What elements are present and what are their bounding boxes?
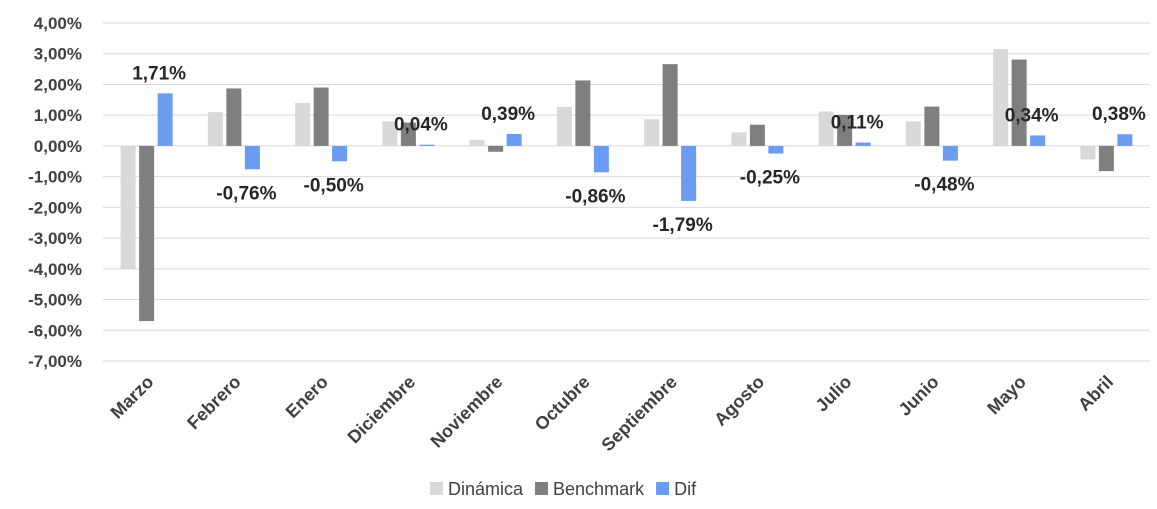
gridlines [103, 22, 1150, 362]
x-tick-label: Marzo [107, 372, 158, 423]
bar-din-mica [120, 145, 136, 269]
y-tick-label: 0,00% [34, 137, 82, 156]
bar-benchmark [837, 114, 853, 146]
x-tick-label: Mayo [983, 372, 1030, 419]
bar-din-mica [207, 112, 223, 146]
bar-din-mica [644, 119, 660, 146]
x-tick-label: Junio [895, 372, 943, 420]
x-tick-label: Septiembre [597, 372, 680, 455]
bar-benchmark [313, 87, 329, 146]
y-tick-label: -3,00% [28, 229, 82, 248]
bar-benchmark [1011, 59, 1027, 146]
bar-dif [1117, 134, 1133, 146]
bars [120, 49, 1133, 322]
bar-benchmark [662, 64, 678, 146]
x-tick-label: Julio [812, 372, 856, 416]
bar-dif [244, 145, 260, 170]
bar-din-mica [382, 121, 398, 146]
x-tick-label: Enero [282, 372, 332, 422]
bar-dif [157, 93, 173, 146]
bar-benchmark [1098, 145, 1114, 172]
bar-din-mica [295, 102, 311, 146]
x-tick-label: Octubre [531, 372, 594, 435]
data-label: -0,86% [565, 186, 625, 207]
y-tick-label: -5,00% [28, 291, 82, 310]
bar-benchmark [575, 80, 591, 146]
data-label: -0,25% [740, 168, 800, 189]
bar-benchmark [924, 106, 940, 146]
data-label: 0,04% [394, 115, 448, 136]
data-label: 0,34% [1005, 105, 1059, 126]
bar-benchmark [749, 124, 765, 146]
bar-din-mica [818, 111, 834, 146]
x-tick-label: Diciembre [344, 372, 420, 448]
data-label: -1,79% [653, 215, 713, 236]
legend-swatch [535, 482, 549, 495]
x-tick-label: Agosto [710, 372, 768, 430]
bar-dif [506, 133, 522, 146]
y-tick-label: -6,00% [28, 321, 82, 340]
legend-swatch [430, 482, 443, 495]
y-tick-label: -7,00% [28, 352, 82, 371]
bar-dif [855, 142, 871, 146]
legend-label: Benchmark [553, 479, 645, 499]
x-axis: Marzo Febrero Enero Diciembre Noviembre Octub… [107, 372, 1118, 455]
data-label: -0,50% [304, 175, 364, 196]
bar-dif [768, 145, 784, 154]
y-tick-label: 1,00% [34, 106, 82, 125]
y-tick-label: 4,00% [34, 14, 82, 33]
bar-din-mica [993, 49, 1009, 146]
bar-dif [681, 145, 697, 201]
bar-dif [419, 144, 435, 146]
legend: Dinámica Benchmark Dif [430, 479, 697, 499]
data-label: 1,71% [132, 63, 186, 84]
legend-label: Dif [674, 479, 697, 499]
y-tick-label: 3,00% [34, 45, 82, 64]
bar-dif [1030, 135, 1046, 146]
bar-din-mica [905, 121, 921, 146]
y-tick-label: -2,00% [28, 198, 82, 217]
bar-din-mica [469, 139, 485, 146]
x-tick-label: Abril [1074, 372, 1117, 415]
y-tick-label: 2,00% [34, 75, 82, 94]
legend-swatch [656, 482, 670, 495]
data-label: -0,48% [914, 175, 974, 196]
y-tick-label: -4,00% [28, 260, 82, 279]
bar-benchmark [488, 145, 504, 152]
bar-din-mica [556, 106, 572, 146]
y-axis: 4,00% 3,00% 2,00% 1,00% 0,00% -1,00% -2,00% -3,… [28, 14, 82, 371]
data-label: -0,76% [216, 183, 276, 204]
legend-label: Dinámica [448, 479, 524, 499]
bar-din-mica [731, 132, 747, 146]
bar-dif [942, 145, 958, 161]
bar-din-mica [1080, 145, 1096, 160]
bar-dif [332, 145, 348, 162]
bar-benchmark [139, 145, 155, 322]
x-tick-label: Noviembre [427, 372, 507, 452]
bar-dif [593, 145, 609, 173]
y-tick-label: -1,00% [28, 168, 82, 187]
bar-benchmark [226, 88, 242, 146]
data-label: 0,39% [481, 104, 535, 125]
x-tick-label: Febrero [183, 372, 245, 434]
data-label: 0,11% [831, 113, 884, 134]
data-label: 0,38% [1092, 104, 1146, 125]
bar-benchmark [400, 122, 416, 146]
data-labels: 1,71% -0,76% -0,50% 0,04% 0,39% -0,86% -1,79% -… [132, 63, 1146, 236]
